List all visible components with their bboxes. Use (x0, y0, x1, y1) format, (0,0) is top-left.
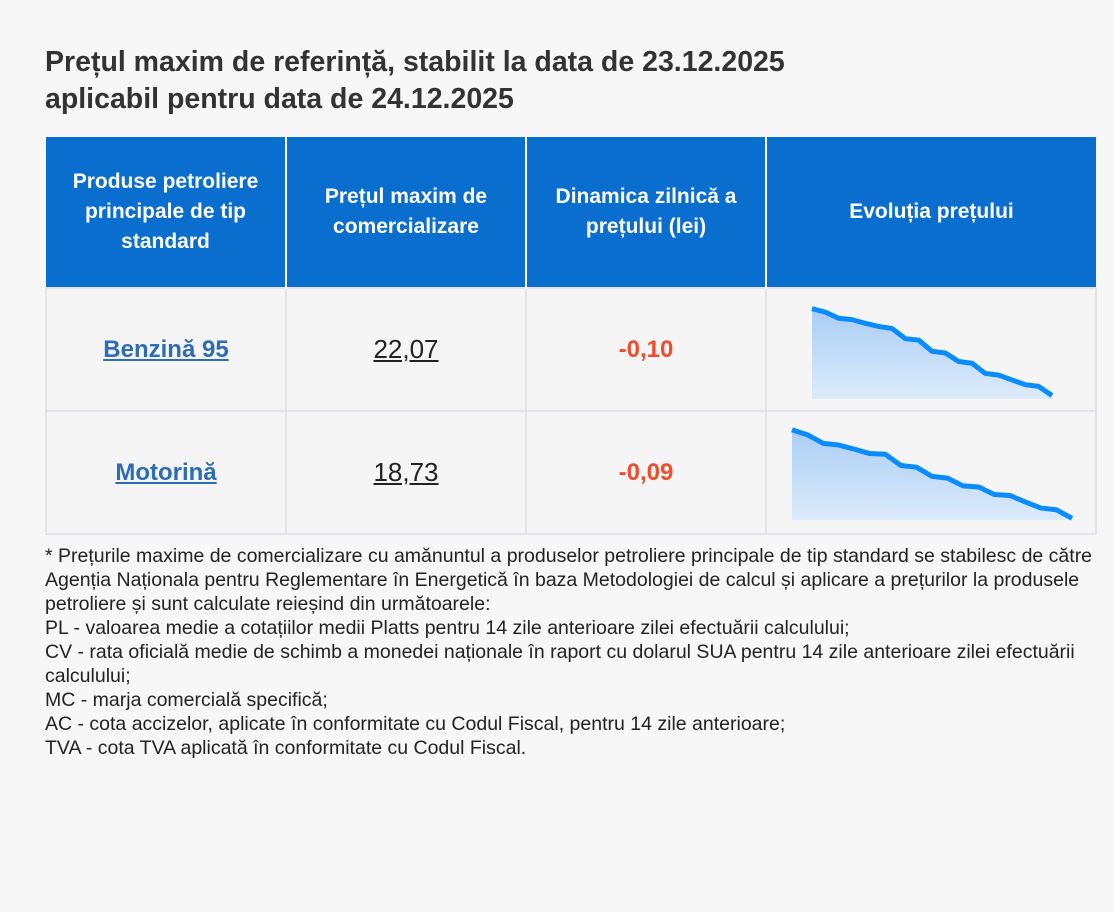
footnote: * Prețurile maxime de comercializare cu … (45, 545, 1093, 615)
table-row: Motorină 18,73 -0,09 (45, 410, 1097, 535)
title-line-1: Prețul maxim de referință, stabilit la d… (45, 46, 785, 78)
footnote: TVA - cota TVA aplicată în conformitate … (45, 737, 527, 759)
footnote: AC - cota accizelor, aplicate în conform… (45, 713, 786, 735)
product-link-motorina[interactable]: Motorină (115, 458, 217, 486)
change-value: -0,10 (618, 335, 674, 363)
footnote: MC - marja comercială specifică; (45, 689, 328, 711)
product-link-benzina[interactable]: Benzină 95 (103, 335, 229, 363)
header-price: Prețul maxim de comercializare (285, 137, 526, 288)
price-panel: Prețul maxim de referință, stabilit la d… (45, 44, 1097, 759)
change-value: -0,09 (618, 458, 674, 486)
price-link-motorina[interactable]: 18,73 (373, 457, 439, 487)
price-sparkline (811, 305, 1054, 399)
footnotes: * Prețurile maxime de comercializare cu … (45, 544, 1095, 760)
sparkline-line (811, 305, 1054, 398)
price-table: Produse petroliere principale de tip sta… (45, 137, 1097, 535)
price-link-benzina[interactable]: 22,07 (373, 334, 439, 364)
footnote: PL - valoarea medie a cotațiilor medii P… (45, 617, 850, 639)
table-header-row: Produse petroliere principale de tip sta… (46, 137, 1096, 288)
header-product: Produse petroliere principale de tip sta… (46, 137, 286, 288)
table-row: Benzină 95 22,07 -0,10 (45, 287, 1097, 412)
price-sparkline (791, 426, 1074, 520)
header-change: Dinamica zilnică a prețului (lei) (525, 137, 766, 288)
header-trend: Evoluția prețului (765, 137, 1096, 288)
sparkline-line (791, 426, 1074, 520)
page-title: Prețul maxim de referință, stabilit la d… (45, 44, 1095, 118)
title-line-2: aplicabil pentru data de 24.12.2025 (45, 83, 514, 115)
footnote: CV - rata oficială medie de schimb a mon… (45, 641, 1075, 687)
sparkline-area (812, 308, 1052, 399)
